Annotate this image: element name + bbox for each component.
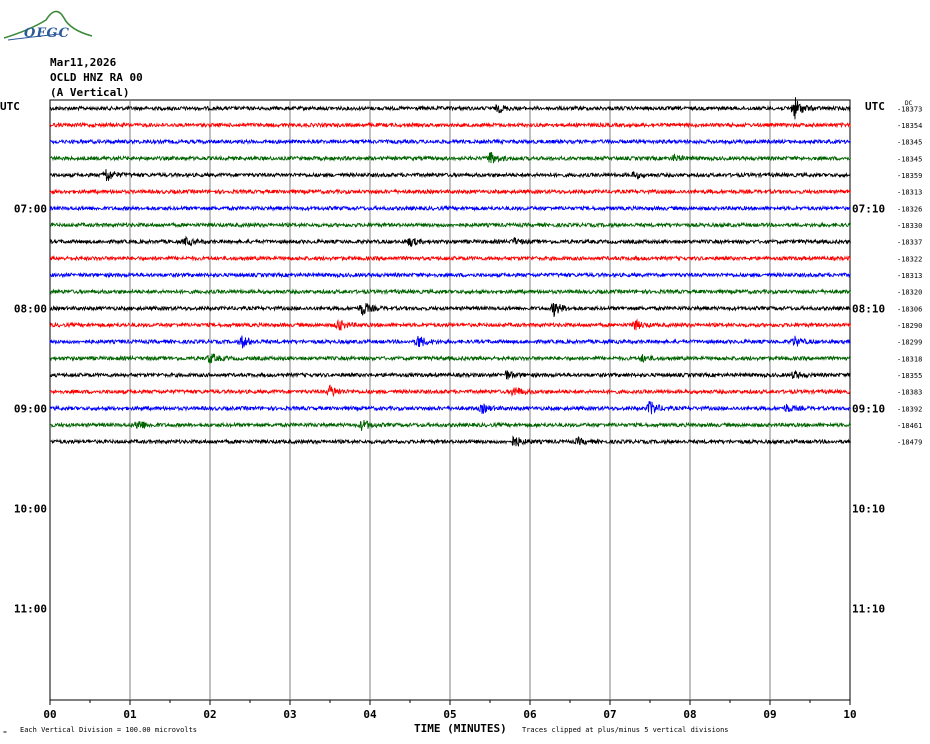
- seismic-trace: [49, 353, 851, 364]
- trace-offset-label: -18299: [897, 339, 922, 347]
- trace-offset-label: -18322: [897, 255, 922, 263]
- left-time-label: 09:00: [14, 402, 47, 415]
- trace-offset-label: -18313: [897, 272, 922, 280]
- x-tick-label: 03: [283, 708, 296, 721]
- trace-offset-label: -18359: [897, 172, 922, 180]
- seismic-trace: [49, 302, 851, 318]
- seismic-trace: [49, 204, 851, 212]
- right-time-label: 09:10: [852, 402, 885, 415]
- left-time-label: 08:00: [14, 302, 47, 315]
- trace-offset-label: -18290: [897, 322, 922, 330]
- trace-offset-label: -18345: [897, 139, 922, 147]
- clipping-note: Traces clipped at plus/minus 5 vertical …: [522, 726, 729, 734]
- plot-date: Mar11,2026: [50, 56, 117, 69]
- seismic-trace: [49, 169, 851, 182]
- trace-offset-label: -18337: [897, 239, 922, 247]
- seismic-trace: [49, 335, 851, 349]
- trace-offset-label: -18373: [897, 105, 922, 113]
- x-tick-label: 05: [443, 708, 456, 721]
- trace-offset-label: -18306: [897, 305, 922, 313]
- left-timezone-label: UTC: [0, 100, 20, 113]
- right-time-label: 07:10: [852, 202, 885, 215]
- left-time-label: 11:00: [14, 602, 47, 615]
- trace-offset-label: -18479: [897, 439, 922, 447]
- component-label: (A Vertical): [50, 86, 130, 99]
- x-tick-label: 06: [523, 708, 537, 721]
- x-tick-label: 04: [363, 708, 377, 721]
- seismic-trace: [49, 121, 851, 129]
- left-time-label: 10:00: [14, 502, 47, 515]
- seismic-trace: [49, 254, 851, 262]
- observatory-logo-icon: [3, 10, 93, 41]
- logo-text: OFGC: [24, 26, 71, 41]
- trace-offset-label: -18318: [897, 355, 922, 363]
- station-code: OCLD HNZ RA 00: [50, 71, 143, 84]
- x-tick-label: 02: [203, 708, 216, 721]
- trace-offset-label: -18313: [897, 189, 922, 197]
- trace-offset-label: -18354: [897, 122, 922, 130]
- x-tick-label: 10: [843, 708, 856, 721]
- seismic-trace: [49, 138, 851, 146]
- observatory-logo: OFGC: [0, 0, 110, 48]
- trace-offset-label: -18392: [897, 405, 922, 413]
- trace-offset-label: -18355: [897, 372, 922, 380]
- x-axis-title: TIME (MINUTES): [414, 722, 507, 735]
- seismic-trace: [49, 384, 851, 398]
- seismic-trace: [49, 370, 851, 380]
- trace-offset-label: -18461: [897, 422, 922, 430]
- dc-note: DC: [905, 100, 913, 107]
- x-tick-label: 08: [683, 708, 696, 721]
- seismic-trace: [49, 288, 851, 296]
- seismic-trace: [49, 235, 851, 247]
- seismic-trace: [49, 435, 851, 447]
- trace-offset-label: -18330: [897, 222, 922, 230]
- seismic-trace: [49, 221, 851, 229]
- trace-offset-label: -18320: [897, 289, 922, 297]
- trace-offset-label: -18326: [897, 205, 922, 213]
- seismic-trace: [49, 271, 851, 279]
- x-tick-label: 01: [123, 708, 137, 721]
- right-time-label: 11:10: [852, 602, 885, 615]
- trace-offset-label: -18345: [897, 155, 922, 163]
- left-time-label: 07:00: [14, 202, 47, 215]
- seismic-trace: [49, 188, 851, 196]
- seismic-trace: [49, 97, 851, 120]
- right-timezone-label: UTC: [865, 100, 885, 113]
- seismic-trace: [49, 151, 851, 164]
- footer-mark-icon: ≈: [3, 729, 7, 736]
- seismic-trace: [49, 318, 851, 331]
- vertical-division-note: Each Vertical Division = 100.00 microvol…: [20, 726, 197, 734]
- x-tick-label: 07: [603, 708, 616, 721]
- x-tick-label: 00: [43, 708, 56, 721]
- right-time-label: 10:10: [852, 502, 885, 515]
- x-tick-label: 09: [763, 708, 776, 721]
- trace-offset-label: -18383: [897, 389, 922, 397]
- seismic-trace: [49, 419, 851, 431]
- right-time-label: 08:10: [852, 302, 885, 315]
- seismic-trace: [49, 401, 851, 415]
